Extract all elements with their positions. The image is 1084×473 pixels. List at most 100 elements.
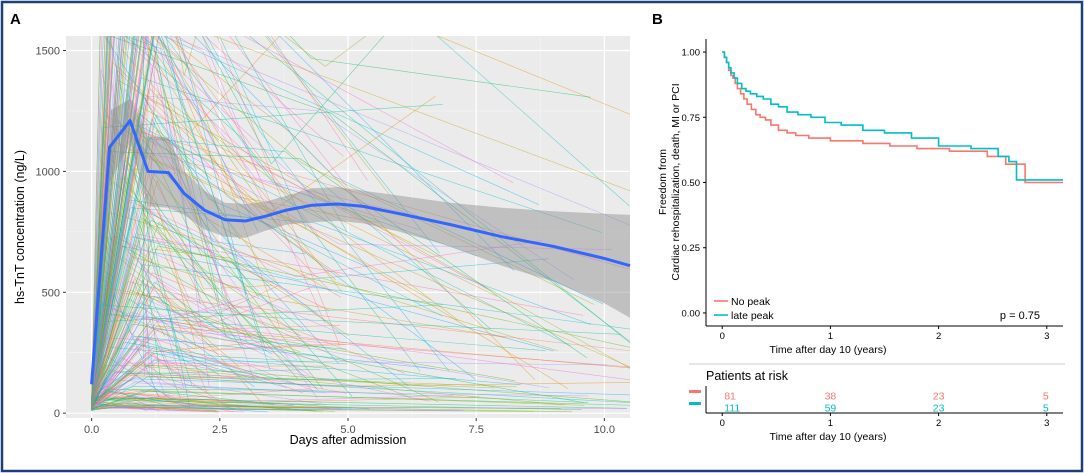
panel-a-mean-line [90, 119, 631, 385]
risk-table-cells: 81 38 23 5 111 59 23 5 [724, 391, 1049, 415]
risk-cell: 5 [1043, 403, 1049, 415]
y-tick-label: 0.50 [682, 178, 701, 189]
risk-row-marker-no-peak [689, 390, 701, 393]
risk-cell: 81 [724, 391, 736, 403]
trajectory-line [91, 219, 318, 400]
trajectory-line [91, 36, 595, 397]
risk-row-marker-late-peak [689, 402, 701, 405]
km-curve-late-peak [722, 51, 1063, 181]
risk-cell: 5 [1043, 391, 1049, 403]
trajectory-line [91, 201, 542, 408]
trajectory-line [91, 325, 630, 409]
trajectory-line [91, 36, 478, 408]
trajectory-line [91, 36, 367, 408]
x-tick-label: 2.5 [212, 424, 227, 436]
panel-a-y-axis-label: hs-TnT concentration (ng/L) [13, 150, 27, 304]
trajectory-line [91, 305, 254, 404]
trajectory-line [91, 256, 507, 409]
panel-b-survival-curves [722, 51, 1063, 184]
trajectory-line [91, 372, 457, 405]
trajectory-line [91, 403, 155, 411]
trajectory-line [91, 295, 294, 408]
trajectory-line [91, 36, 259, 402]
trajectory-line [91, 406, 464, 411]
trajectory-line [91, 399, 218, 413]
panel-b-x-axis-label: Time after day 10 (years) [770, 344, 887, 356]
trajectory-line [91, 36, 515, 405]
trajectory-line [91, 396, 480, 403]
x-tick-label: 2 [936, 418, 941, 429]
trajectory-line [91, 36, 145, 407]
panel-b-y-axis-label-line1: Freedom from [657, 149, 669, 215]
trajectory-line [91, 36, 368, 398]
y-tick-label: 1.00 [682, 48, 701, 59]
trajectory-line [91, 390, 630, 410]
trajectory-line [91, 346, 254, 410]
panel-b-x-ticks: 0 1 2 3 [720, 326, 1049, 342]
km-curve-no-peak [722, 51, 1063, 184]
trajectory-line [91, 36, 591, 410]
trajectory-line [91, 36, 604, 401]
trajectory-line [91, 36, 140, 405]
trajectory-line [91, 335, 436, 406]
x-tick-label: 7.5 [469, 424, 484, 436]
panel-b-chart: 0.00 0.25 0.50 0.75 1.00 0 1 2 3 Time after day… [657, 39, 1063, 356]
y-tick-label: 0.00 [682, 308, 701, 319]
trajectory-line [91, 95, 575, 405]
trajectory-line [91, 401, 330, 409]
trajectory-line [91, 36, 450, 404]
trajectory-line [91, 36, 255, 406]
panel-b-y-axis-label-line2: Cardiac rehospitalization, death, MI or … [670, 83, 682, 280]
y-tick-label: 500 [42, 287, 60, 299]
y-tick-label: 0 [54, 408, 60, 420]
panel-a-y-ticks: 0 500 1000 1500 [36, 46, 66, 420]
x-tick-label: 0 [720, 418, 725, 429]
trajectory-line [91, 345, 259, 411]
trajectory-line [91, 358, 347, 411]
trajectory-line [91, 388, 310, 398]
x-tick-label: 3 [1044, 331, 1049, 342]
trajectory-line [91, 397, 336, 412]
trajectory-line [91, 36, 385, 411]
trajectory-line [91, 115, 203, 398]
trajectory-line [91, 388, 172, 399]
x-tick-label: 0.0 [84, 424, 99, 436]
trajectory-line [91, 36, 363, 406]
panel-label-a: A [10, 11, 21, 28]
trajectory-line [91, 378, 630, 401]
trajectory-line [91, 328, 185, 399]
legend-label-no-peak: No peak [731, 296, 771, 308]
trajectory-line [91, 289, 411, 407]
trajectory-line [91, 272, 316, 402]
risk-table-x-ticks: 0 1 2 3 [720, 413, 1049, 429]
trajectory-line [91, 177, 200, 398]
trajectory-line [91, 329, 206, 398]
x-tick-label: 5.0 [340, 424, 355, 436]
trajectory-line [91, 99, 248, 401]
trajectory-line [91, 347, 303, 411]
y-tick-label: 0.75 [682, 113, 701, 124]
trajectory-line [91, 311, 608, 404]
x-tick-label: 1 [828, 418, 833, 429]
trajectory-line [91, 281, 301, 404]
trajectory-line [91, 404, 352, 411]
trajectory-line [91, 245, 554, 405]
trajectory-line [91, 385, 155, 410]
risk-table-x-axis-label: Time after day 10 (years) [770, 431, 887, 443]
risk-cell: 59 [825, 403, 837, 415]
trajectory-line [91, 233, 318, 399]
risk-cell: 38 [825, 391, 837, 403]
trajectory-line [91, 248, 350, 404]
y-tick-label: 1500 [36, 46, 60, 58]
x-tick-label: 1 [828, 331, 833, 342]
panel-a-x-ticks: 0.0 2.5 5.0 7.5 10.0 [84, 418, 615, 436]
x-tick-label: 2 [936, 331, 941, 342]
trajectory-line [91, 317, 516, 402]
risk-table-title: Patients at risk [706, 369, 789, 383]
trajectory-line [91, 264, 630, 405]
panel-b-p-value: p = 0.75 [1000, 310, 1040, 322]
trajectory-line [91, 245, 630, 407]
trajectory-line [91, 179, 273, 411]
trajectory-line [91, 280, 311, 409]
